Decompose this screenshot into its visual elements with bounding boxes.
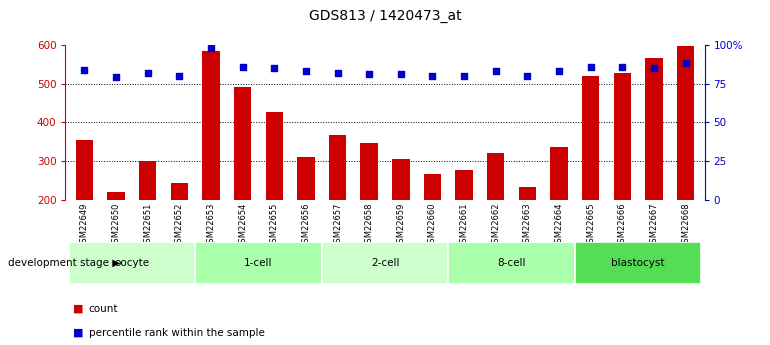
Point [616,64,628,69]
Bar [75,140,93,278]
FancyBboxPatch shape [195,242,322,284]
Point [205,45,217,51]
Text: development stage ▶: development stage ▶ [8,258,120,268]
Text: GSM22656: GSM22656 [301,202,310,248]
Bar [551,147,567,278]
Point [300,68,312,74]
Point [553,68,565,74]
Text: GSM22654: GSM22654 [238,202,247,248]
Text: GSM22663: GSM22663 [523,202,532,248]
Bar [645,58,663,278]
Point [363,72,375,77]
Text: count: count [89,304,118,314]
Bar [677,46,695,278]
Text: 8-cell: 8-cell [497,258,526,268]
Text: GSM22649: GSM22649 [80,202,89,248]
Bar [139,160,156,278]
Text: ■: ■ [73,328,84,338]
Bar [171,184,188,278]
Text: oocyte: oocyte [114,258,149,268]
Text: GSM22666: GSM22666 [618,202,627,248]
Text: ■: ■ [73,304,84,314]
Text: percentile rank within the sample: percentile rank within the sample [89,328,264,338]
Point [236,64,249,69]
FancyBboxPatch shape [69,242,195,284]
Text: GSM22667: GSM22667 [649,202,658,248]
Text: GSM22653: GSM22653 [206,202,216,248]
FancyBboxPatch shape [575,242,701,284]
FancyBboxPatch shape [448,242,575,284]
Bar [297,157,315,278]
Point [110,75,122,80]
Bar [582,76,599,278]
Bar [329,135,347,278]
Bar [203,51,219,278]
Text: GSM22655: GSM22655 [270,202,279,248]
Point [490,68,502,74]
Text: GSM22668: GSM22668 [681,202,690,248]
Text: 1-cell: 1-cell [244,258,273,268]
Point [648,66,660,71]
Text: GSM22650: GSM22650 [112,202,121,248]
Text: GSM22659: GSM22659 [397,202,405,248]
Bar [455,170,473,278]
Point [173,73,186,79]
Text: GDS813 / 1420473_at: GDS813 / 1420473_at [309,9,461,23]
Text: 2-cell: 2-cell [370,258,400,268]
Bar [519,187,536,278]
Text: GSM22657: GSM22657 [333,202,342,248]
Point [584,64,597,69]
Point [427,73,439,79]
Bar [266,112,283,278]
Text: GSM22664: GSM22664 [554,202,564,248]
Point [142,70,154,76]
Text: GSM22660: GSM22660 [428,202,437,248]
Bar [614,73,631,278]
Text: GSM22662: GSM22662 [491,202,500,248]
Point [395,72,407,77]
Text: GSM22651: GSM22651 [143,202,152,248]
Text: GSM22658: GSM22658 [365,202,373,248]
Bar [107,191,125,278]
Bar [360,143,378,278]
Text: GSM22661: GSM22661 [460,202,469,248]
Text: blastocyst: blastocyst [611,258,665,268]
Point [331,70,343,76]
Bar [234,87,251,278]
Bar [392,159,410,278]
FancyBboxPatch shape [322,242,448,284]
Point [79,67,91,72]
Bar [487,153,504,278]
Point [268,66,280,71]
Point [679,61,691,66]
Text: GSM22652: GSM22652 [175,202,184,248]
Point [521,73,534,79]
Bar [424,174,441,278]
Point [458,73,470,79]
Text: GSM22665: GSM22665 [586,202,595,248]
